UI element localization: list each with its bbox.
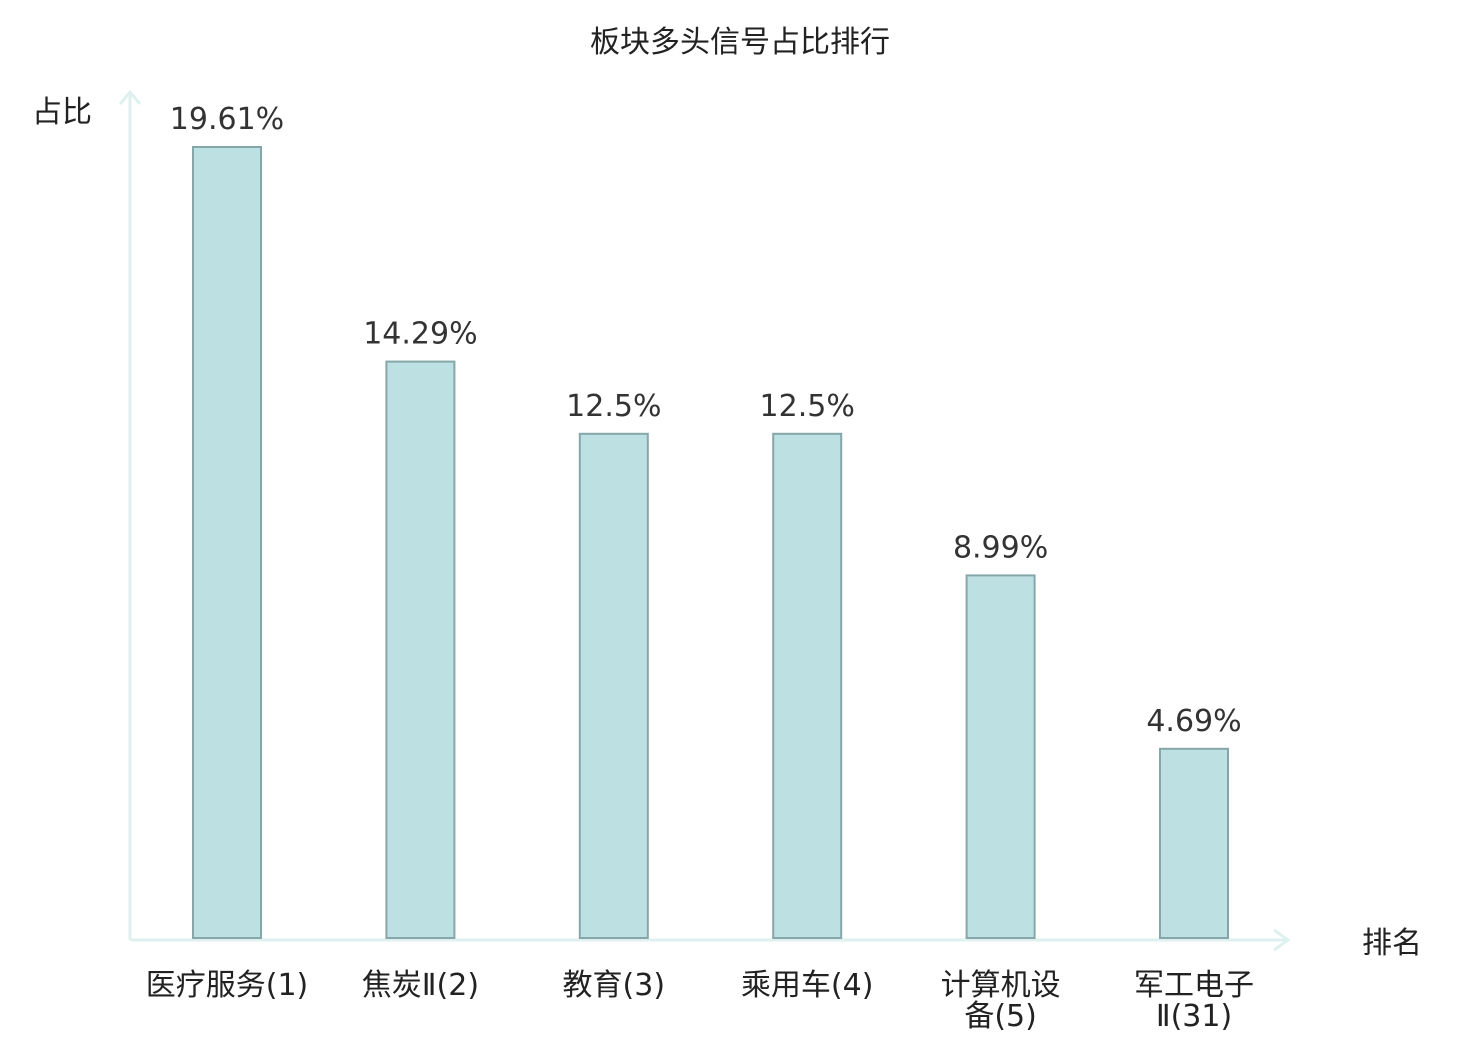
category-label-2: 教育(3) xyxy=(563,968,666,1003)
value-labels-group: 19.61% 14.29% 12.5% 12.5% 8.99% 4.69% xyxy=(170,102,1242,739)
bar-3 xyxy=(772,432,843,939)
bar-1 xyxy=(385,360,456,940)
bar-5 xyxy=(1159,747,1229,939)
category-label-4-line-1: 备(5) xyxy=(964,999,1037,1034)
category-labels-group: 医疗服务(1) 焦炭Ⅱ(2) 教育(3) 乘用车(4) 计算机设备(5) 军工电子 Ⅱ(31… xyxy=(146,968,1254,1034)
category-label-4: 计算机设备(5) xyxy=(941,968,1061,1034)
category-label-5-line-1: Ⅱ(31) xyxy=(1156,999,1232,1034)
category-label-2-line-0: 教育(3) xyxy=(563,968,666,1003)
bars-group xyxy=(192,146,1229,940)
value-label-3: 12.5% xyxy=(760,389,855,424)
category-label-3: 乘用车(4) xyxy=(741,968,874,1003)
axes xyxy=(118,89,1291,952)
category-label-1-line-0: 焦炭Ⅱ(2) xyxy=(362,968,479,1003)
category-label-5: 军工电子 Ⅱ(31) xyxy=(1134,968,1254,1034)
category-label-1: 焦炭Ⅱ(2) xyxy=(362,968,479,1003)
category-label-4-line-0: 计算机设 xyxy=(941,968,1061,1003)
category-label-0-line-0: 医疗服务(1) xyxy=(146,968,309,1003)
x-axis-arrow xyxy=(1273,928,1291,952)
bar-2 xyxy=(578,432,649,939)
bar-0 xyxy=(192,146,262,939)
bar-4 xyxy=(965,574,1036,940)
category-label-0: 医疗服务(1) xyxy=(146,968,309,1003)
category-label-5-line-0: 军工电子 xyxy=(1134,968,1254,1003)
value-label-1: 14.29% xyxy=(363,317,477,352)
value-label-2: 12.5% xyxy=(566,389,661,424)
value-label-0: 19.61% xyxy=(170,102,284,137)
y-axis-label: 占比 xyxy=(32,95,92,130)
category-label-3-line-0: 乘用车(4) xyxy=(741,968,874,1003)
x-axis-label: 排名 xyxy=(1362,926,1422,961)
value-label-4: 8.99% xyxy=(953,530,1048,565)
value-label-5: 4.69% xyxy=(1146,704,1241,739)
chart-title: 板块多头信号占比排行 xyxy=(590,25,890,60)
y-axis-arrow xyxy=(118,89,142,105)
